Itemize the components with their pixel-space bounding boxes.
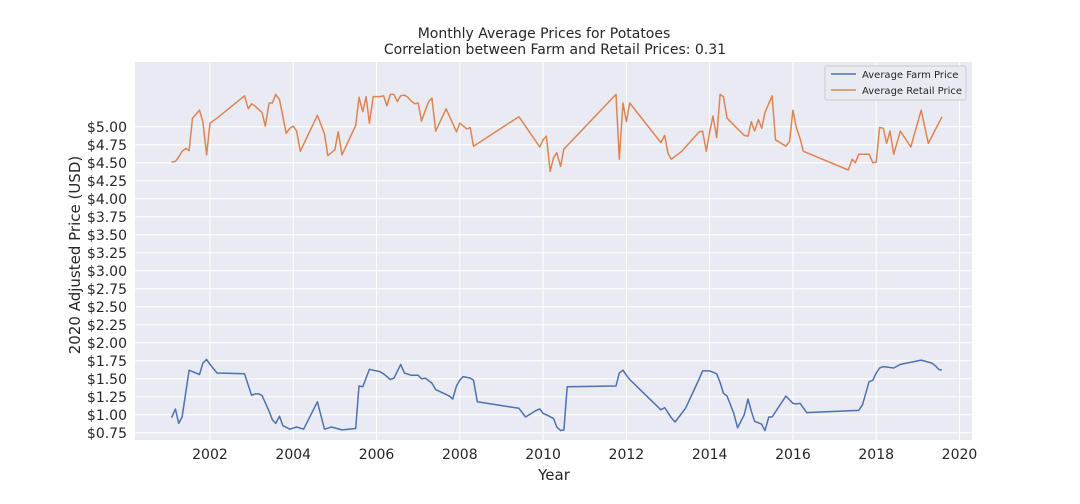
y-tick-label: $2.75 xyxy=(87,282,127,298)
x-tick-label: 2020 xyxy=(942,447,978,463)
y-tick-label: $2.25 xyxy=(87,318,127,334)
series-line-retail-price xyxy=(171,93,943,173)
x-tick-label: 2004 xyxy=(275,447,311,463)
x-tick-label: 2012 xyxy=(609,447,645,463)
plot-area xyxy=(135,62,972,440)
y-tick-label: $2.50 xyxy=(87,300,127,316)
legend-label-retail: Average Retail Price xyxy=(862,86,962,97)
grid-lines xyxy=(135,62,972,440)
series-line-farm-price xyxy=(170,358,943,432)
legend-box xyxy=(824,65,967,101)
x-tick-label: 2016 xyxy=(775,447,811,463)
y-tick-label: $1.00 xyxy=(87,408,127,424)
y-tick-label: $1.75 xyxy=(87,354,127,370)
y-tick-label: $3.50 xyxy=(87,228,127,244)
y-tick-label: $1.50 xyxy=(87,372,127,388)
y-tick-label: $0.75 xyxy=(87,426,127,442)
x-tick-label: 2002 xyxy=(192,447,228,463)
legend-label-farm: Average Farm Price xyxy=(862,70,958,81)
y-tick-label: $3.25 xyxy=(87,246,127,262)
y-tick-label: $4.00 xyxy=(87,192,127,208)
y-axis-label: 2020 Adjusted Price (USD) xyxy=(66,156,84,354)
legend: Average Farm Price Average Retail Price xyxy=(824,65,967,101)
y-tick-label: $4.50 xyxy=(87,156,127,172)
y-tick-label: $4.25 xyxy=(87,174,127,190)
x-tick-label: 2010 xyxy=(525,447,561,463)
y-tick-label: $2.00 xyxy=(87,336,127,352)
x-tick-label: 2014 xyxy=(692,447,728,463)
x-axis-tick-labels: 2002 2004 2006 2008 2010 2012 2014 2016 2018 2020 xyxy=(192,447,977,463)
y-tick-label: $1.25 xyxy=(87,390,127,406)
x-tick-label: 2008 xyxy=(442,447,478,463)
x-tick-label: 2018 xyxy=(858,447,894,463)
y-axis-tick-labels: $0.75 $1.00 $1.25 $1.50 $1.75 $2.00 $2.25 $2.50… xyxy=(87,120,127,442)
series-lines xyxy=(170,93,943,432)
x-tick-label: 2006 xyxy=(359,447,395,463)
chart-subtitle: Correlation between Farm and Retail Pric… xyxy=(384,42,726,58)
y-tick-label: $5.00 xyxy=(87,120,127,136)
y-tick-label: $3.75 xyxy=(87,210,127,226)
y-tick-label: $4.75 xyxy=(87,138,127,154)
chart-title: Monthly Average Prices for Potatoes xyxy=(418,26,671,42)
y-tick-label: $3.00 xyxy=(87,264,127,280)
x-axis-label: Year xyxy=(537,466,571,484)
